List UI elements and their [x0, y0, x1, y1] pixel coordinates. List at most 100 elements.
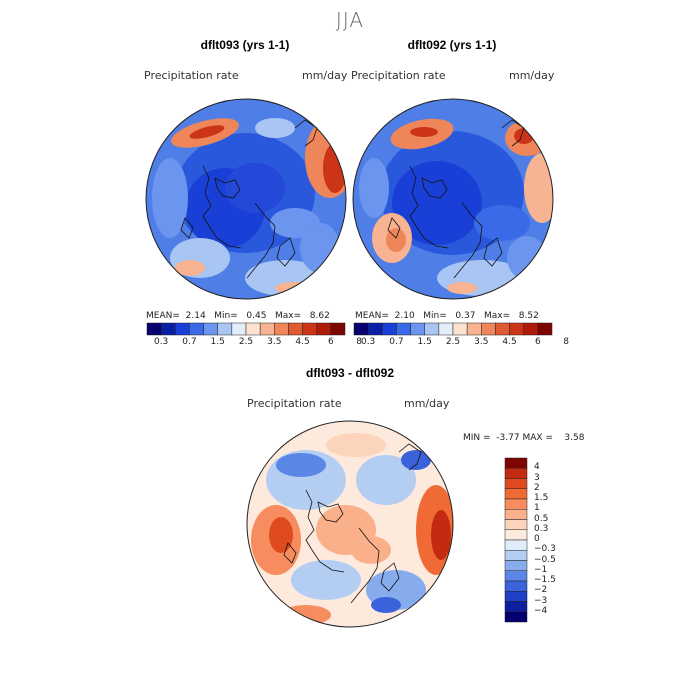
- diff-colorbar-swatch: [504, 550, 528, 561]
- panel-1-colorbar-swatch: [330, 322, 346, 336]
- panel-1-colorbar-swatch: [316, 322, 332, 336]
- panel-1-colorbar-swatch: [302, 322, 317, 336]
- diff-colorbar-tick-label: −1: [534, 564, 548, 575]
- panel-1-max-label: Max=: [275, 311, 302, 321]
- panel-1-colorbar-swatch: [146, 322, 162, 336]
- diff-polar-map: [246, 420, 454, 628]
- panel-1-colorbar-swatch: [274, 322, 289, 336]
- diff-colorbar-swatch: [504, 478, 528, 489]
- diff-colorbar-swatch: [504, 529, 528, 541]
- panel-1-units: mm/day: [302, 69, 348, 82]
- panel-1-colorbar-swatch: [231, 322, 247, 336]
- diff-colorbar-tick-label: 1.5: [534, 493, 549, 503]
- diff-colorbar-ticks: 4 3 2 1.5 1 0.5 0.3 0 −0.3 −0.5 −1 −1.5 −2 −3 −4: [534, 458, 574, 622]
- panel-2-colorbar-swatch: [424, 322, 440, 336]
- diff-colorbar-tick-label: 0.3: [534, 523, 549, 534]
- diff-colorbar-tick-label: −3: [534, 595, 548, 606]
- panel-1-colorbar-tick-label: 0.3: [153, 337, 169, 347]
- diff-panel-title: dflt093 - dflt092: [305, 366, 395, 380]
- diff-colorbar-swatch: [504, 539, 528, 551]
- panel-1-colorbar-swatch: [245, 322, 261, 336]
- panel-1-colorbar-swatch: [160, 322, 176, 336]
- panel-1-colorbar: [146, 322, 346, 336]
- panel-1-mean: 2.14: [185, 311, 206, 321]
- panel-1-colorbar-swatch: [217, 322, 233, 336]
- panel-2-title: dflt092 (yrs 1-1): [407, 38, 497, 52]
- panel-1-variable: Precipitation rate: [144, 69, 239, 82]
- diff-min: -3.77: [496, 433, 520, 443]
- panel-1-stats: MEAN= 2.14 Min= 0.45 Max= 8.62: [146, 311, 330, 321]
- panel-2-colorbar-swatch: [410, 322, 425, 336]
- panel-1-min: 0.45: [246, 311, 267, 321]
- panel-1-colorbar-swatch: [175, 322, 190, 336]
- panel-2-units: mm/day: [509, 69, 555, 82]
- diff-colorbar-swatch: [504, 601, 528, 612]
- panel-1-colorbar-tick-label: 8: [356, 337, 362, 347]
- panel-1-mean-label: MEAN=: [146, 311, 180, 321]
- diff-colorbar-swatch: [504, 580, 528, 592]
- panel-1-colorbar-swatch: [259, 322, 275, 336]
- diff-panel-variable: Precipitation rate: [247, 397, 342, 410]
- panel-2-mean-label: MEAN=: [355, 311, 389, 321]
- panel-1-colorbar-tick-label: 0.7: [182, 337, 197, 347]
- panel-2-colorbar-tick-label: 2.5: [445, 337, 461, 347]
- panel-1-colorbar-tick-label: 2.5: [238, 337, 254, 347]
- panel-2-mean: 2.10: [394, 311, 415, 321]
- panel-1-min-label: Min=: [214, 311, 238, 321]
- diff-colorbar-swatch: [504, 457, 528, 469]
- panel-1-colorbar-tick-label: 6: [327, 337, 334, 347]
- diff-colorbar-swatch: [504, 570, 528, 582]
- panel-2-min-label: Min=: [423, 311, 447, 321]
- panel-1-colorbar-swatch: [288, 322, 303, 336]
- diff-colorbar-tick-label: 4: [534, 462, 540, 473]
- panel-2-colorbar: [353, 322, 553, 336]
- diff-colorbar-tick-label: −0.3: [534, 544, 556, 555]
- diff-colorbar-swatch: [504, 488, 528, 500]
- diff-colorbar-swatch: [504, 498, 528, 510]
- panel-2-colorbar-tick-label: 0.3: [360, 337, 376, 347]
- diff-colorbar-tick-label: 1: [534, 503, 540, 514]
- diff-colorbar-swatch: [504, 560, 528, 571]
- diff-colorbar-tick-label: 0: [534, 534, 540, 544]
- panel-2-max: 8.52: [518, 311, 539, 321]
- diff-colorbar-tick-label: 0.5: [534, 513, 549, 524]
- panel-1-precip-field: [146, 99, 346, 299]
- panel-1-max: 8.62: [309, 311, 330, 321]
- panel-1-colorbar-tick-label: 3.5: [267, 337, 282, 347]
- diff-panel-units: mm/day: [404, 397, 450, 410]
- diff-colorbar: [504, 457, 528, 623]
- panel-1-title: dflt093 (yrs 1-1): [200, 38, 290, 52]
- season-title: JJA: [335, 8, 365, 32]
- diff-colorbar-tick-label: −4: [534, 605, 548, 616]
- diff-colorbar-swatch: [504, 591, 528, 602]
- diff-colorbar-swatch: [504, 519, 528, 530]
- panel-1-colorbar-tick-label: 4.5: [295, 337, 310, 347]
- panel-2-colorbar-ticks: 0.3 0.7 1.5 2.5 3.5 4.5 6 8: [354, 337, 569, 349]
- panel-2-colorbar-tick-label: 4.5: [502, 337, 517, 347]
- diff-field: [247, 421, 453, 627]
- panel-2-colorbar-tick-label: 8: [563, 337, 569, 347]
- panel-2-precip-field: [353, 99, 553, 299]
- panel-2-stats: MEAN= 2.10 Min= 0.37 Max= 8.52: [355, 311, 539, 321]
- panel-2-variable: Precipitation rate: [351, 69, 446, 82]
- panel-2-colorbar-swatch: [523, 322, 539, 336]
- panel-2-colorbar-tick-label: 3.5: [474, 337, 489, 347]
- diff-colorbar-tick-label: 3: [534, 472, 540, 483]
- panel-2-colorbar-tick-label: 1.5: [417, 337, 432, 347]
- panel-2-colorbar-swatch: [438, 322, 454, 336]
- panel-2-colorbar-swatch: [396, 322, 411, 336]
- panel-2-colorbar-tick-label: 0.7: [389, 337, 404, 347]
- panel-2-colorbar-swatch: [382, 322, 397, 336]
- panel-2-colorbar-swatch: [537, 322, 553, 336]
- diff-colorbar-tick-label: −0.5: [534, 554, 556, 565]
- panel-1-colorbar-ticks: 0.3 0.7 1.5 2.5 3.5 4.5 6 8: [147, 337, 362, 349]
- diff-panel-stats: MIN = -3.77 MAX = 3.58: [463, 433, 584, 443]
- diff-min-label: MIN =: [463, 433, 491, 443]
- panel-2-polar-map: [352, 98, 554, 300]
- diff-colorbar-tick-label: 2: [534, 482, 540, 493]
- diff-coastlines: [283, 443, 422, 604]
- panel-2-colorbar-swatch: [353, 322, 369, 336]
- diff-max-label: MAX =: [522, 433, 553, 443]
- diff-colorbar-tick-label: −2: [534, 585, 548, 596]
- panel-2-colorbar-swatch: [367, 322, 383, 336]
